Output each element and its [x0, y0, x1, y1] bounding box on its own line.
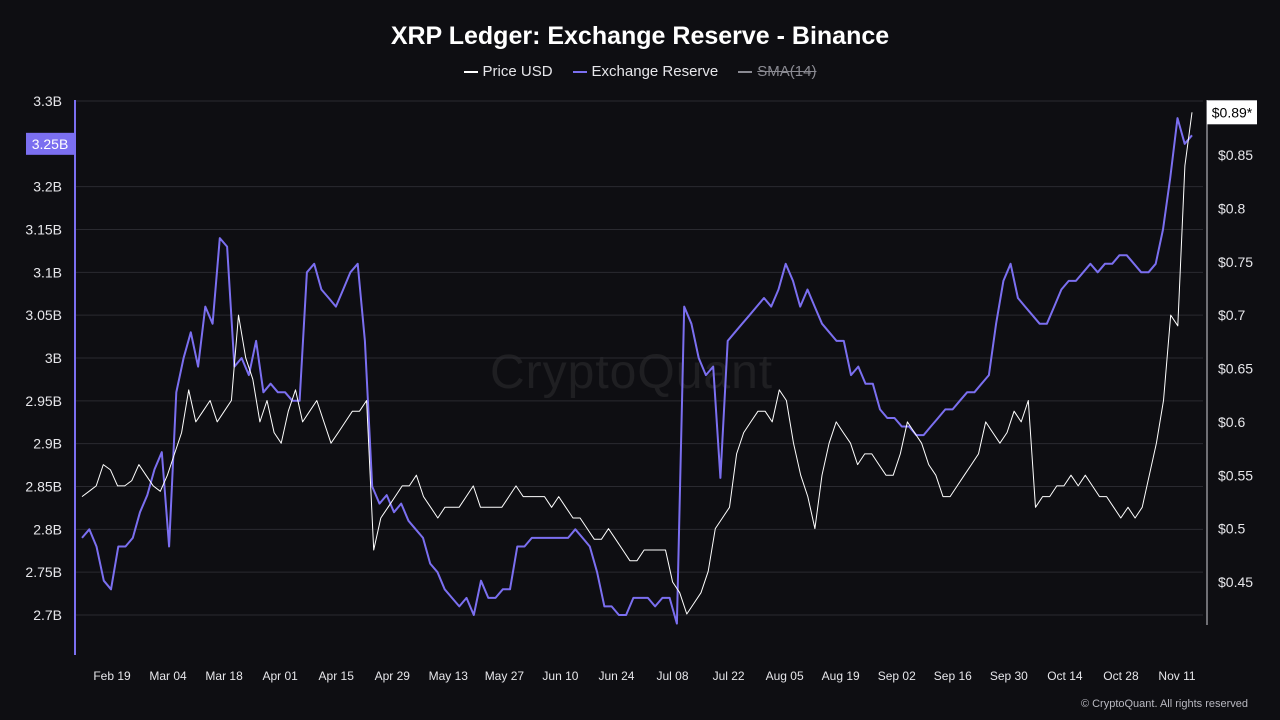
y-left-tick-label: 2.9B	[33, 436, 62, 452]
y-right-tick-label: $0.55	[1218, 467, 1253, 483]
y-left-tick-label: 3.2B	[33, 179, 62, 195]
legend-label-price: Price USD	[482, 63, 553, 80]
y-left-tick-label: 2.8B	[33, 521, 62, 537]
y-left-tick-label: 3.1B	[33, 264, 62, 280]
y-left-tick-label: 2.85B	[25, 479, 62, 495]
y-right-current-marker-label: $0.89*	[1212, 104, 1253, 120]
y-left-tick-label: 2.75B	[25, 564, 62, 580]
copyright-footer: © CryptoQuant. All rights reserved	[1080, 698, 1248, 710]
x-tick-label: Aug 05	[766, 669, 804, 683]
legend-label-sma: SMA(14)	[757, 63, 817, 80]
x-tick-label: Oct 14	[1047, 669, 1083, 683]
y-right-tick-label: $0.5	[1218, 521, 1245, 537]
legend-label-reserve: Exchange Reserve	[591, 63, 719, 80]
y-right-tick-label: $0.45	[1218, 574, 1253, 590]
legend-item-sma[interactable]: SMA(14)	[738, 63, 816, 80]
legend-item-reserve[interactable]: Exchange Reserve	[572, 63, 719, 80]
x-tick-label: Jul 22	[713, 669, 745, 683]
x-tick-label: Apr 15	[319, 669, 355, 683]
legend-item-price[interactable]: Price USD	[463, 63, 553, 80]
x-tick-label: Apr 01	[262, 669, 298, 683]
x-tick-label: Jun 10	[542, 669, 578, 683]
x-tick-label: Feb 19	[93, 669, 131, 683]
x-tick-label: Aug 19	[822, 669, 860, 683]
x-tick-label: Sep 02	[878, 669, 916, 683]
series-exchange-reserve-line	[81, 117, 1193, 625]
x-tick-label: Sep 16	[934, 669, 972, 683]
legend-swatch-reserve	[572, 70, 587, 73]
y-left-tick-label: 2.7B	[33, 607, 62, 623]
y-right-current-marker	[1207, 100, 1257, 125]
y-right-tick-label: $0.75	[1218, 254, 1253, 270]
y-left-current-marker	[26, 132, 74, 155]
x-tick-label: Nov 11	[1158, 669, 1195, 683]
y-right-tick-label: $0.65	[1218, 361, 1253, 377]
x-tick-label: May 27	[485, 669, 525, 683]
x-tick-label: May 13	[429, 669, 469, 683]
y-right-tick-label: $0.7	[1218, 307, 1245, 323]
y-left-current-marker-label: 3.25B	[32, 136, 69, 152]
x-tick-label: Mar 04	[149, 669, 187, 683]
x-tick-label: Sep 30	[990, 669, 1028, 683]
y-right-tick-label: $0.6	[1218, 414, 1245, 430]
x-tick-label: Jun 24	[598, 669, 634, 683]
legend-swatch-price	[463, 70, 478, 73]
x-tick-label: Apr 29	[375, 669, 411, 683]
y-left-tick-label: 3.05B	[25, 307, 62, 323]
y-right-tick-label: $0.8	[1218, 200, 1245, 216]
series-price-usd-line	[81, 112, 1193, 615]
y-left-tick-label: 3.3B	[33, 93, 62, 109]
chart-title: XRP Ledger: Exchange Reserve - Binance	[390, 22, 890, 50]
y-left-tick-label: 3.15B	[25, 222, 62, 238]
x-tick-label: Jul 08	[657, 669, 689, 683]
y-left-tick-label: 2.95B	[25, 393, 62, 409]
y-left-tick-label: 3B	[45, 350, 62, 366]
x-tick-label: Mar 18	[205, 669, 243, 683]
y-right-tick-label: $0.85	[1218, 147, 1253, 163]
legend-swatch-sma	[738, 70, 753, 73]
x-tick-label: Oct 28	[1103, 669, 1139, 683]
chart-legend: Price USD Exchange Reserve SMA(14)	[0, 63, 1280, 80]
